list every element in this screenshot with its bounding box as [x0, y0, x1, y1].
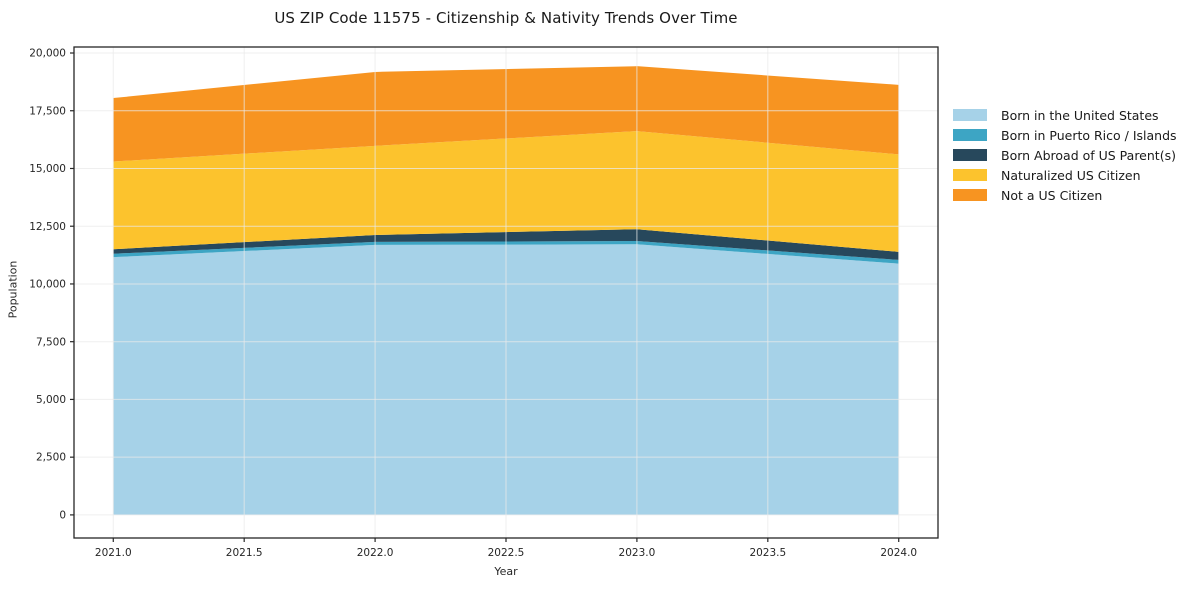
- legend-item-0: Born in the United States: [953, 105, 1177, 125]
- legend-item-3: Naturalized US Citizen: [953, 165, 1177, 185]
- y-tick-label: 5,000: [36, 394, 66, 406]
- series-area-2: [113, 229, 899, 260]
- y-axis-label: Population: [6, 260, 20, 319]
- x-tick-label: 2024.0: [880, 547, 917, 559]
- legend-item-1: Born in Puerto Rico / Islands: [953, 125, 1177, 145]
- legend-item-4: Not a US Citizen: [953, 185, 1177, 205]
- legend-item-2: Born Abroad of US Parent(s): [953, 145, 1177, 165]
- legend-label: Born in the United States: [1001, 107, 1159, 123]
- x-tick-label: 2022.5: [488, 547, 525, 559]
- tick-labels: 0 2,500 5,000 7,500 10,000 12,500 15,000 17,500…: [29, 48, 917, 559]
- legend-label: Not a US Citizen: [1001, 187, 1103, 203]
- y-tick-label: 7,500: [36, 336, 66, 348]
- gridlines: [74, 47, 938, 538]
- y-tick-label: 10,000: [29, 279, 66, 291]
- tick-marks: [70, 52, 900, 542]
- x-tick-label: 2021.5: [226, 547, 263, 559]
- series-area-1: [113, 240, 899, 264]
- legend-label: Born in Puerto Rico / Islands: [1001, 127, 1177, 143]
- chart-title: US ZIP Code 11575 - Citizenship & Nativi…: [274, 9, 738, 27]
- y-tick-label: 20,000: [29, 48, 66, 60]
- legend-swatch: [953, 189, 987, 201]
- y-tick-label: 12,500: [29, 221, 66, 233]
- y-tick-label: 2,500: [36, 452, 66, 464]
- legend-label: Naturalized US Citizen: [1001, 167, 1141, 183]
- legend-swatch: [953, 149, 987, 161]
- y-tick-label: 0: [59, 509, 66, 521]
- x-tick-label: 2021.0: [95, 547, 132, 559]
- legend-swatch: [953, 109, 987, 121]
- legend-swatch: [953, 169, 987, 181]
- x-tick-label: 2023.5: [749, 547, 786, 559]
- x-tick-label: 2023.0: [619, 547, 656, 559]
- y-tick-label: 17,500: [29, 105, 66, 117]
- legend: Born in the United States Born in Puerto …: [953, 105, 1177, 205]
- legend-label: Born Abroad of US Parent(s): [1001, 147, 1176, 163]
- x-tick-label: 2022.0: [357, 547, 394, 559]
- x-axis-label: Year: [494, 565, 518, 578]
- y-tick-label: 15,000: [29, 163, 66, 175]
- legend-swatch: [953, 129, 987, 141]
